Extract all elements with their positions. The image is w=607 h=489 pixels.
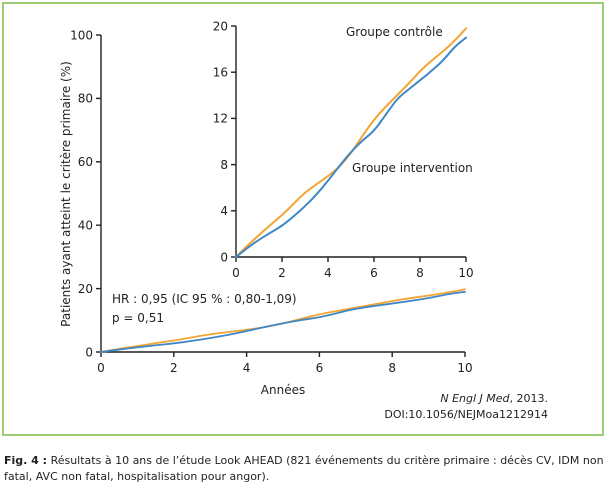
main-x-tick-label: 0 (97, 361, 105, 375)
caption-label: Fig. 4 : (4, 454, 48, 467)
p-value-annotation: p = 0,51 (112, 311, 164, 325)
inset-x-tick-label: 8 (416, 266, 424, 280)
inset-x-tick-label: 2 (278, 266, 286, 280)
main-y-tick-label: 40 (78, 219, 93, 233)
citation-doi: DOI:10.1056/NEJMoa1212914 (384, 408, 548, 421)
main-y-tick-label: 0 (85, 345, 93, 359)
citation-year: , 2013. (510, 392, 548, 405)
series-label-control: Groupe contrôle (346, 25, 443, 39)
main-series-line-intervention (100, 290, 466, 353)
main-y-tick-label: 80 (78, 92, 93, 106)
inset-series-line-intervention (235, 36, 467, 258)
inset-series-line-control (235, 27, 467, 258)
main-y-tick-label: 100 (70, 28, 93, 42)
inset-y-tick-label: 16 (213, 66, 228, 80)
main-x-tick-label: 6 (316, 361, 324, 375)
inset-x-tick-label: 0 (232, 266, 240, 280)
inset-y-tick-label: 4 (220, 204, 228, 218)
main-y-tick-label: 20 (78, 282, 93, 296)
inset-plot: 0 4 8 12 16 20 0 2 4 6 8 10 (213, 19, 474, 280)
inset-x-tick-label: 6 (370, 266, 378, 280)
inset-y-tick-label: 20 (213, 19, 228, 33)
x-axis-title: Années (261, 383, 305, 397)
inset-x-tick-label: 4 (324, 266, 332, 280)
y-axis-title: Patients ayant atteint le critère primai… (59, 61, 73, 327)
inset-y-tick-label: 0 (220, 250, 228, 264)
caption-text: Résultats à 10 ans de l’étude Look AHEAD… (4, 454, 604, 483)
inset-y-tick-label: 8 (220, 158, 228, 172)
main-x-tick-label: 8 (388, 361, 396, 375)
inset-y-tick-label: 12 (213, 112, 228, 126)
figure-frame (2, 2, 604, 436)
figure-caption: Fig. 4 : Résultats à 10 ans de l’étude L… (4, 453, 605, 485)
main-x-tick-label: 10 (457, 361, 472, 375)
main-x-tick-label: 4 (243, 361, 251, 375)
hazard-ratio-annotation: HR : 0,95 (IC 95 % : 0,80-1,09) (112, 292, 297, 306)
inset-x-tick-label: 10 (458, 266, 473, 280)
figure-chart: 0 20 40 60 80 100 0 2 4 6 8 10 0 4 8 12 16 20 0 2 4 6 8 10 Pat… (59, 19, 548, 421)
series-label-intervention: Groupe intervention (352, 161, 473, 175)
main-y-tick-label: 60 (78, 155, 93, 169)
citation-journal: N Engl J Med (440, 392, 510, 405)
citation-reference: N Engl J Med, 2013. (440, 392, 548, 405)
main-x-tick-label: 2 (170, 361, 178, 375)
